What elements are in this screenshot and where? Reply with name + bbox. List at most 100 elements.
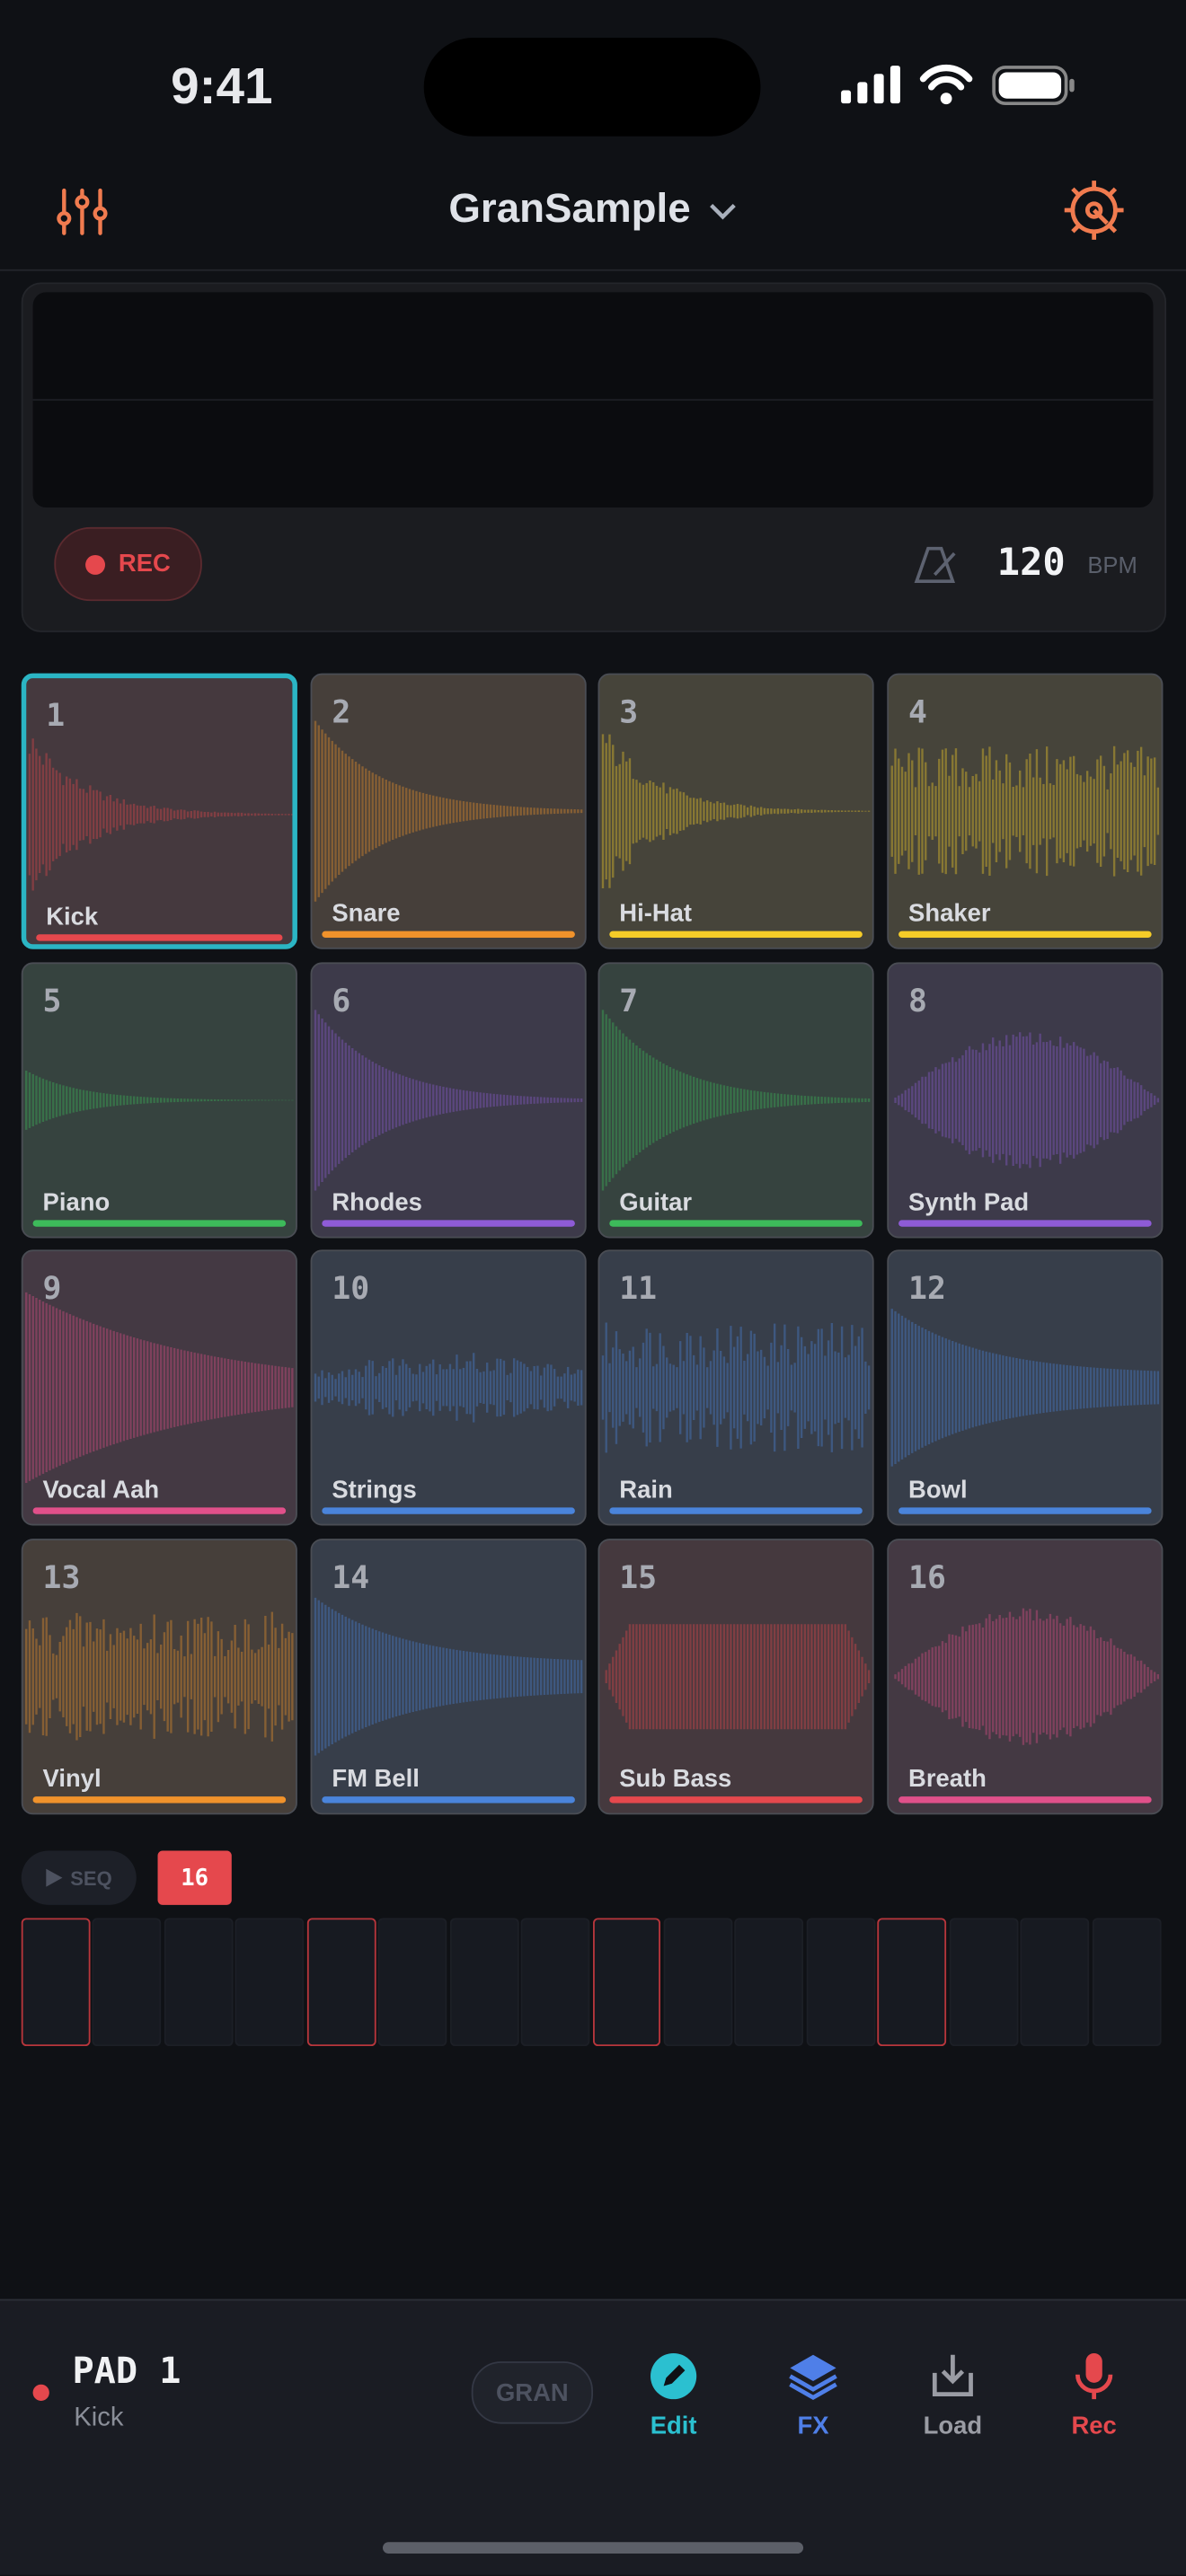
pad-waveform (25, 1071, 294, 1130)
pad-number: 4 (908, 694, 927, 731)
pad[interactable]: 6 Rhodes (310, 962, 587, 1239)
pad-color-bar (32, 1796, 287, 1804)
seq-length[interactable]: 16 (157, 1850, 232, 1905)
pad-color-bar (609, 1220, 863, 1227)
pad[interactable]: 16 Breath (887, 1539, 1164, 1815)
seq-step[interactable] (449, 1918, 518, 2047)
tab-icon (932, 2354, 973, 2397)
tab-button[interactable]: Rec (1037, 2350, 1152, 2448)
pad-color-bar (898, 1796, 1152, 1804)
metronome-button[interactable] (914, 543, 960, 587)
pad-waveform (894, 1032, 1160, 1169)
seq-step[interactable] (734, 1918, 804, 2047)
pad[interactable]: 4 Shaker (887, 673, 1164, 949)
pad-waveform (28, 738, 293, 891)
pad-color-bar (32, 1507, 287, 1514)
seq-step[interactable] (592, 1918, 661, 2047)
pad-waveform (605, 1624, 871, 1730)
seq-step[interactable] (306, 1918, 376, 2047)
home-indicator (382, 2542, 804, 2554)
pad-waveform (314, 1353, 583, 1423)
seq-step[interactable] (1092, 1918, 1161, 2047)
pad-color-bar (322, 1796, 575, 1804)
pad-indicator (32, 2384, 49, 2401)
settings-button[interactable] (1061, 177, 1127, 243)
pad-title: PAD 1 (72, 2351, 181, 2393)
pad-color-bar (898, 931, 1152, 938)
tempo-unit: BPM (1087, 551, 1137, 578)
pad-color-bar (322, 931, 575, 938)
seq-label: SEQ (70, 1866, 112, 1890)
pad-name: Piano (42, 1188, 111, 1217)
pad-number: 16 (908, 1559, 946, 1597)
pad-name: Sub Bass (619, 1765, 732, 1794)
pad-name: Snare (332, 899, 401, 928)
pad-waveform (314, 720, 583, 902)
seq-step[interactable] (949, 1918, 1018, 2047)
pad[interactable]: 14 FM Bell (310, 1539, 587, 1815)
pad-number: 3 (619, 694, 639, 731)
gran-button[interactable]: GRAN (471, 2361, 594, 2424)
tab-button[interactable]: FX (756, 2350, 871, 2448)
pad-color-bar (609, 1796, 863, 1804)
bottom-bar: PAD 1 Kick GRAN Edit FX Load Rec (0, 2298, 1186, 2575)
pad[interactable]: 7 Guitar (597, 962, 874, 1239)
pad-number: 10 (332, 1271, 370, 1308)
pad[interactable]: 1 Kick (21, 673, 297, 949)
seq-step[interactable] (235, 1918, 305, 2047)
pad-name: Synth Pad (908, 1188, 1030, 1217)
pad-color-bar (609, 931, 863, 938)
pad-waveform (314, 1010, 583, 1191)
rec-button[interactable]: REC (54, 526, 202, 602)
pad[interactable]: 10 Strings (310, 1249, 587, 1526)
project-selector[interactable]: GranSample (0, 186, 1186, 234)
tab-button[interactable]: Edit (616, 2350, 731, 2448)
pad[interactable]: 11 Rain (597, 1249, 874, 1526)
pad-name: Bowl (908, 1476, 968, 1504)
pad-waveform (890, 745, 1160, 877)
pad-waveform (601, 734, 871, 888)
pad-number: 1 (46, 698, 66, 735)
pad-color-bar (898, 1507, 1152, 1514)
seq-step[interactable] (806, 1918, 876, 2047)
seq-step[interactable] (1020, 1918, 1090, 2047)
rec-label: REC (118, 550, 171, 578)
seq-step[interactable] (877, 1918, 947, 2047)
seq-button[interactable]: SEQ (21, 1850, 137, 1905)
pad[interactable]: 15 Sub Bass (597, 1539, 874, 1815)
seq-step[interactable] (164, 1918, 234, 2047)
tab-label: Rec (1071, 2412, 1117, 2440)
tab-label: Edit (650, 2412, 697, 2440)
pad[interactable]: 2 Snare (310, 673, 587, 949)
seq-step[interactable] (520, 1918, 590, 2047)
seq-step[interactable] (93, 1918, 162, 2047)
pad-color-bar (36, 934, 283, 941)
pad-color-bar (898, 1220, 1152, 1227)
seq-step[interactable] (663, 1918, 733, 2047)
app-title: GranSample (448, 185, 691, 232)
pad[interactable]: 9 Vocal Aah (21, 1249, 297, 1526)
pad-number: 12 (908, 1271, 946, 1308)
pad[interactable]: 13 Vinyl (21, 1539, 297, 1815)
pad[interactable]: 5 Piano (21, 962, 297, 1239)
pad-waveform (894, 1608, 1160, 1745)
pad-name: Vinyl (42, 1765, 102, 1794)
pad-name: Rain (619, 1476, 673, 1504)
dynamic-island (423, 38, 761, 137)
mixer-button[interactable] (56, 186, 109, 239)
seq-step[interactable] (377, 1918, 447, 2047)
pad[interactable]: 3 Hi-Hat (597, 673, 874, 949)
seq-step[interactable] (21, 1918, 91, 2047)
pad-color-bar (322, 1220, 575, 1227)
pad-name: Vocal Aah (42, 1476, 160, 1504)
pad-color-bar (322, 1507, 575, 1514)
pad[interactable]: 8 Synth Pad (887, 962, 1164, 1239)
pad-number: 5 (42, 984, 62, 1020)
rec-dot (85, 554, 106, 574)
tab-button[interactable]: Load (895, 2350, 1010, 2448)
pad-name: Rhodes (332, 1188, 422, 1217)
pad-waveform (314, 1597, 583, 1756)
pad-waveform (601, 1010, 871, 1191)
pad[interactable]: 12 Bowl (887, 1249, 1164, 1526)
